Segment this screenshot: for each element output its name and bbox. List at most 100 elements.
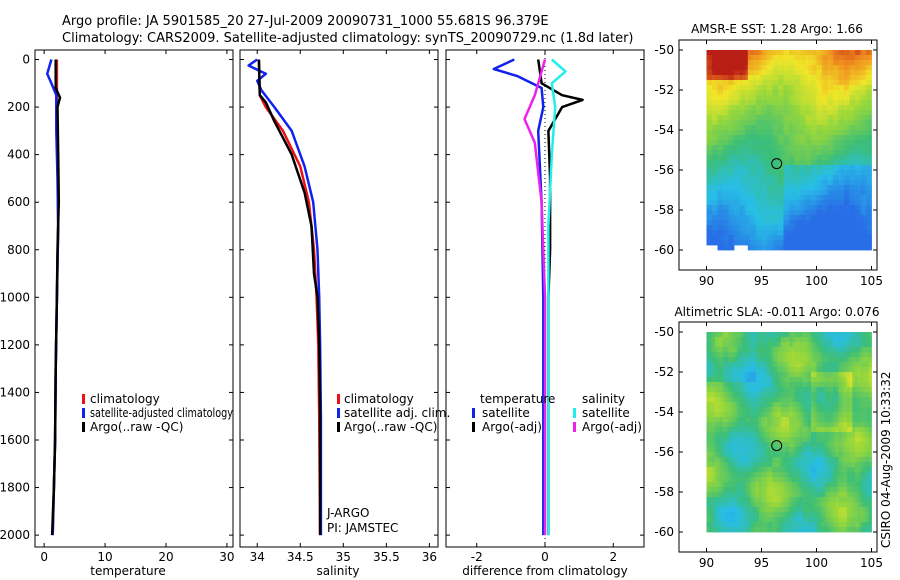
heatmap-cell xyxy=(849,210,853,216)
heatmap-cell xyxy=(753,205,757,211)
heatmap-cell xyxy=(709,205,713,211)
heatmap-cell xyxy=(808,522,812,528)
heatmap-cell xyxy=(720,397,724,403)
heatmap-cell xyxy=(723,210,727,216)
heatmap-cell xyxy=(794,130,798,136)
heatmap-cell xyxy=(822,412,826,418)
heatmap-cell xyxy=(783,160,787,166)
heatmap-cell xyxy=(723,392,727,398)
heatmap-cell xyxy=(852,190,856,196)
legend-swatch-temp-argo xyxy=(472,422,475,432)
heatmap-cell xyxy=(714,175,718,181)
heatmap-cell xyxy=(747,220,751,226)
heatmap-cell xyxy=(753,497,757,503)
heatmap-cell xyxy=(857,422,861,428)
heatmap-cell xyxy=(813,185,817,191)
heatmap-cell xyxy=(844,402,848,408)
heatmap-cell xyxy=(789,130,793,136)
heatmap-cell xyxy=(728,467,732,473)
heatmap-cell xyxy=(767,352,771,358)
heatmap-cell xyxy=(780,337,784,343)
heatmap-cell xyxy=(813,502,817,508)
heatmap-cell xyxy=(734,145,738,151)
heatmap-cell xyxy=(819,512,823,518)
heatmap-cell xyxy=(758,527,762,533)
heatmap-cell xyxy=(745,85,749,91)
heatmap-cell xyxy=(706,467,710,473)
heatmap-cell xyxy=(709,240,713,246)
heatmap-cell xyxy=(706,230,710,236)
heatmap-cell xyxy=(813,422,817,428)
heatmap-cell xyxy=(824,100,828,106)
heatmap-cell xyxy=(731,362,735,368)
heatmap-cell xyxy=(786,457,790,463)
heatmap-cell xyxy=(822,170,826,176)
heatmap-cell xyxy=(866,235,870,241)
heatmap-cell xyxy=(712,527,716,533)
heatmap-cell xyxy=(811,502,815,508)
heatmap-cell xyxy=(736,180,740,186)
heatmap-cell xyxy=(863,135,867,141)
heatmap-cell xyxy=(775,457,779,463)
heatmap-cell xyxy=(780,452,784,458)
heatmap-cell xyxy=(745,125,749,131)
heatmap-cell xyxy=(866,517,870,523)
heatmap-cell xyxy=(734,155,738,161)
heatmap-cell xyxy=(712,347,716,353)
heatmap-cell xyxy=(717,235,721,241)
heatmap-cell xyxy=(863,492,867,498)
heatmap-cell xyxy=(753,382,757,388)
heatmap-cell xyxy=(728,95,732,101)
heatmap-cell xyxy=(783,215,787,221)
heatmap-cell xyxy=(800,367,804,373)
heatmap-cell xyxy=(764,110,768,116)
heatmap-cell xyxy=(816,180,820,186)
heatmap-cell xyxy=(725,55,729,61)
heatmap-cell xyxy=(717,70,721,76)
heatmap-cell xyxy=(868,392,872,398)
heatmap-cell xyxy=(731,422,735,428)
heatmap-cell xyxy=(855,442,859,448)
heatmap-cell xyxy=(800,140,804,146)
heatmap-cell xyxy=(745,170,749,176)
heatmap-cell xyxy=(824,422,828,428)
heatmap-cell xyxy=(775,347,779,353)
heatmap-cell xyxy=(857,55,861,61)
heatmap-cell xyxy=(811,120,815,126)
heatmap-cell xyxy=(791,337,795,343)
heatmap-cell xyxy=(783,352,787,358)
heatmap-cell xyxy=(778,462,782,468)
heatmap-cell xyxy=(714,387,718,393)
heatmap-cell xyxy=(811,95,815,101)
legend-swatch-temp-satellite xyxy=(472,408,475,418)
heatmap-cell xyxy=(860,477,864,483)
heatmap-cell xyxy=(725,467,729,473)
heatmap-cell xyxy=(833,522,837,528)
heatmap-cell xyxy=(778,135,782,141)
heatmap-cell xyxy=(772,382,776,388)
heatmap-cell xyxy=(805,230,809,236)
heatmap-cell xyxy=(714,60,718,66)
heatmap-cell xyxy=(797,125,801,131)
heatmap-cell xyxy=(723,422,727,428)
heatmap-cell xyxy=(739,497,743,503)
heatmap-cell xyxy=(789,477,793,483)
heatmap-cell xyxy=(800,492,804,498)
heatmap-cell xyxy=(819,332,823,338)
heatmap-cell xyxy=(775,100,779,106)
heatmap-cell xyxy=(780,225,784,231)
heatmap-cell xyxy=(714,447,718,453)
heatmap-cell xyxy=(786,427,790,433)
heatmap-cell xyxy=(791,175,795,181)
heatmap-cell xyxy=(720,120,724,126)
heatmap-cell xyxy=(728,115,732,121)
heatmap-cell xyxy=(802,362,806,368)
heatmap-cell xyxy=(764,50,768,56)
heatmap-cell xyxy=(745,205,749,211)
legend-swatch-climatology xyxy=(337,394,340,404)
heatmap-cell xyxy=(827,362,831,368)
heatmap-cell xyxy=(849,472,853,478)
heatmap-cell xyxy=(852,437,856,443)
heatmap-cell xyxy=(717,225,721,231)
heatmap-cell xyxy=(857,367,861,373)
